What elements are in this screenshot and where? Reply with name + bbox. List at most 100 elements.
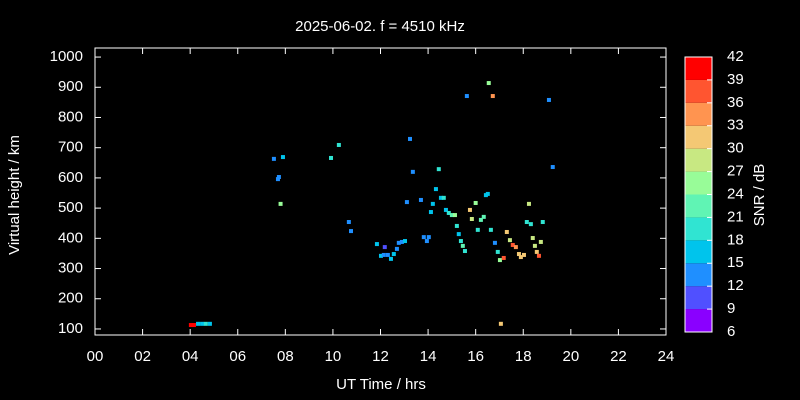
data-point — [382, 245, 387, 250]
data-point — [424, 239, 429, 244]
colorbar-band — [685, 286, 712, 310]
data-point — [504, 229, 509, 234]
data-point — [538, 239, 543, 244]
x-tick-label: 00 — [87, 348, 104, 365]
data-point — [378, 253, 383, 258]
data-point — [443, 207, 448, 212]
data-point — [498, 321, 503, 326]
data-point — [478, 217, 483, 222]
data-point — [485, 191, 490, 196]
data-point — [510, 242, 515, 247]
y-tick-label: 400 — [58, 229, 83, 246]
data-point — [467, 207, 472, 212]
y-tick-label: 700 — [58, 139, 83, 156]
x-tick-label: 16 — [467, 348, 484, 365]
x-tick-label: 18 — [515, 348, 532, 365]
data-point — [456, 232, 461, 237]
plot-frame — [94, 47, 667, 336]
data-point — [458, 239, 463, 244]
data-point — [430, 201, 435, 206]
data-point — [492, 240, 497, 245]
x-tick-label: 20 — [562, 348, 579, 365]
data-point — [207, 321, 212, 326]
colorbar-band — [685, 217, 712, 241]
y-axis-label: Virtual height / km — [6, 135, 23, 255]
data-point — [454, 223, 459, 228]
y-tick-label: 900 — [58, 78, 83, 95]
data-point — [336, 142, 341, 147]
x-tick-label: 10 — [325, 348, 342, 365]
y-tick-label: 200 — [58, 290, 83, 307]
data-point — [495, 249, 500, 254]
data-point — [438, 195, 443, 200]
chart-title: 2025-06-02. f = 4510 kHz — [295, 18, 465, 35]
data-point — [460, 243, 465, 248]
y-tick-label: 800 — [58, 108, 83, 125]
data-point — [469, 216, 474, 221]
colorbar-band — [685, 263, 712, 287]
data-point — [446, 210, 451, 215]
data-point — [203, 321, 208, 326]
data-point — [532, 243, 537, 248]
data-point — [271, 156, 276, 161]
colorbar-tick-label: 33 — [727, 117, 744, 134]
data-point — [428, 210, 433, 215]
y-tick-label: 100 — [58, 320, 83, 337]
data-point — [381, 252, 386, 257]
data-point — [418, 197, 423, 202]
data-point — [410, 169, 415, 174]
x-tick-label: 22 — [610, 348, 627, 365]
data-point — [348, 229, 353, 234]
data-point — [421, 235, 426, 240]
data-point — [501, 255, 506, 260]
data-point — [385, 252, 390, 257]
data-point — [486, 81, 491, 86]
data-point — [490, 94, 495, 99]
colorbar-band — [685, 194, 712, 218]
colorbar-tick-label: 30 — [727, 140, 744, 157]
colorbar-band — [685, 125, 712, 149]
colorbar-tick-label: 42 — [727, 48, 744, 65]
data-point — [449, 213, 454, 218]
data-point — [524, 220, 529, 225]
y-tick-label: 1000 — [50, 48, 83, 65]
x-tick-label: 04 — [182, 348, 199, 365]
x-axis-label: UT Time / hrs — [336, 376, 426, 393]
data-point — [280, 155, 285, 160]
colorbar-band — [685, 171, 712, 195]
y-tick-label: 500 — [58, 199, 83, 216]
data-point — [191, 323, 196, 328]
data-point — [200, 321, 205, 326]
data-point — [408, 136, 413, 141]
x-tick-label: 02 — [134, 348, 151, 365]
colorbar-tick-label: 24 — [727, 185, 744, 202]
data-point — [546, 97, 551, 102]
data-point — [550, 165, 555, 170]
colorbar-label: SNR / dB — [751, 164, 768, 227]
data-point — [346, 220, 351, 225]
data-point — [374, 242, 379, 247]
colorbar-tick-label: 27 — [727, 163, 744, 180]
data-point — [462, 249, 467, 254]
data-point — [526, 201, 531, 206]
data-point — [276, 174, 281, 179]
data-point — [436, 167, 441, 172]
data-point — [329, 155, 334, 160]
x-tick-label: 12 — [372, 348, 389, 365]
data-point — [536, 253, 541, 258]
colorbar-tick-label: 18 — [727, 231, 744, 248]
data-point — [473, 200, 478, 205]
x-tick-label: 06 — [229, 348, 246, 365]
data-point — [433, 187, 438, 192]
data-point — [188, 323, 193, 328]
colorbar-band — [685, 57, 712, 80]
data-point — [441, 195, 446, 200]
x-tick-label: 24 — [658, 348, 675, 365]
colorbar-band — [685, 148, 712, 172]
data-point — [518, 255, 523, 260]
colorbar-band — [685, 240, 712, 264]
colorbar-tick-label: 6 — [727, 323, 735, 340]
data-point — [426, 235, 431, 240]
data-point — [403, 239, 408, 244]
